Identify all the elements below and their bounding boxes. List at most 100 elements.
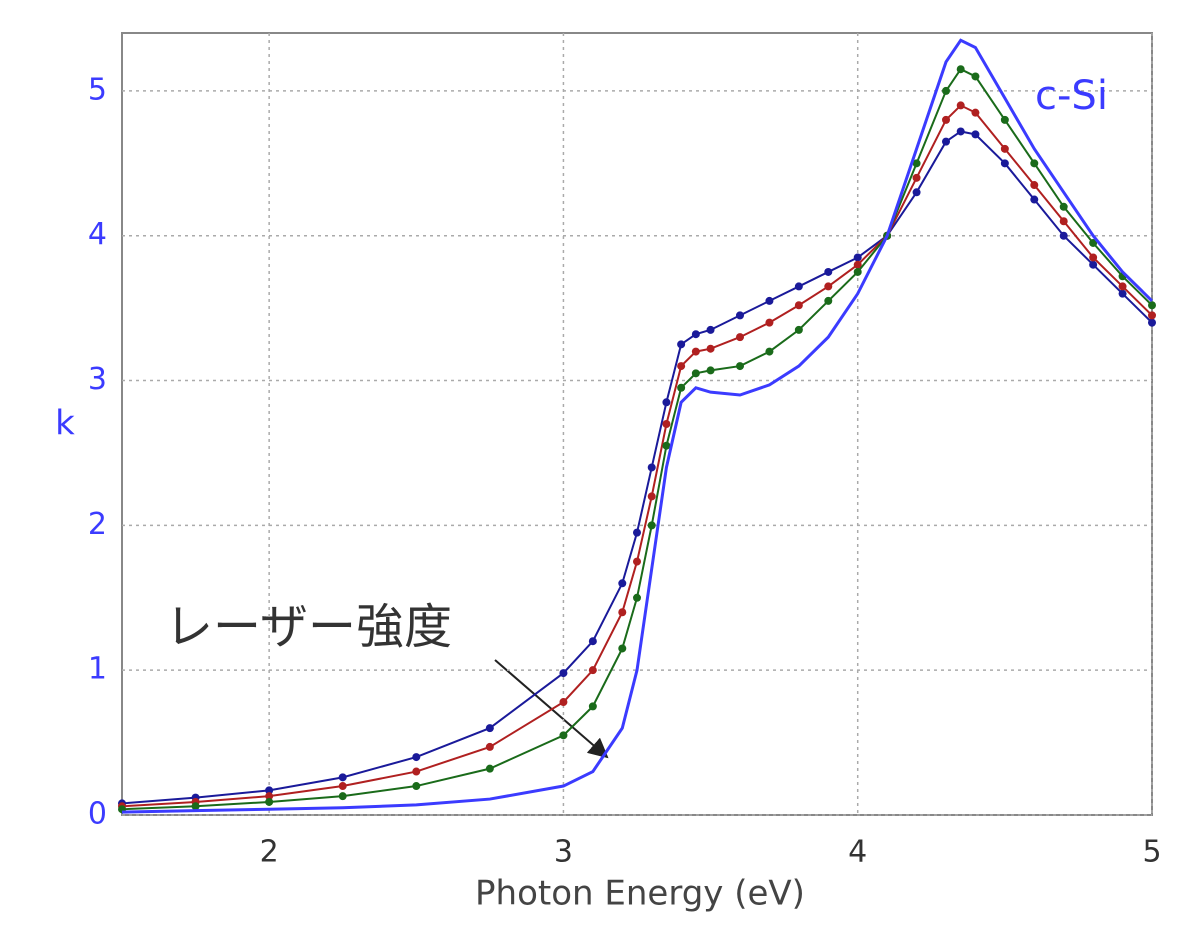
data-point	[191, 802, 200, 811]
data-point	[618, 579, 627, 588]
data-point	[412, 767, 421, 776]
data-point	[559, 698, 568, 707]
data-point	[485, 764, 494, 773]
data-point	[662, 398, 671, 407]
data-point	[765, 296, 774, 305]
data-point	[633, 593, 641, 602]
y-tick-label: 2	[88, 507, 107, 542]
data-point	[853, 253, 862, 262]
series-line	[121, 130, 1153, 805]
data-point	[956, 101, 965, 110]
data-point	[588, 702, 597, 711]
data-point	[265, 797, 274, 806]
data-point	[1059, 217, 1068, 226]
data-point	[618, 608, 627, 617]
data-point	[912, 159, 921, 168]
data-point	[706, 366, 715, 375]
data-point	[956, 65, 965, 74]
data-point	[1030, 181, 1039, 190]
data-point	[1089, 253, 1098, 262]
data-point	[736, 333, 744, 342]
data-point	[412, 782, 421, 791]
data-point	[485, 724, 494, 733]
y-tick-label: 4	[88, 217, 107, 252]
data-point	[794, 282, 803, 291]
data-point	[942, 137, 950, 146]
x-tick-label: 5	[1142, 835, 1161, 870]
data-point	[485, 742, 494, 751]
data-point	[691, 369, 700, 378]
data-point	[559, 731, 568, 740]
data-point	[1118, 289, 1127, 298]
data-point	[588, 637, 597, 646]
data-point	[956, 127, 965, 136]
series-line	[121, 38, 1154, 814]
data-point	[1000, 144, 1009, 153]
data-point	[1148, 301, 1156, 310]
data-point	[971, 72, 980, 81]
series-label: c-Si	[1035, 73, 1108, 119]
data-point	[1000, 115, 1009, 124]
data-point	[338, 792, 347, 801]
data-point	[677, 340, 686, 349]
data-point	[912, 188, 921, 197]
data-point	[765, 347, 774, 356]
data-point	[1059, 231, 1068, 240]
data-point	[853, 267, 862, 276]
data-point	[912, 173, 921, 182]
data-point	[736, 311, 744, 320]
y-axis-label: k	[55, 404, 75, 444]
data-point	[677, 362, 686, 371]
data-point	[942, 115, 950, 124]
y-tick-label: 5	[88, 72, 107, 107]
data-point	[971, 108, 980, 117]
data-point	[1030, 195, 1039, 204]
data-point	[1059, 202, 1068, 211]
x-tick-label: 2	[260, 835, 279, 870]
data-point	[794, 301, 803, 310]
data-point	[338, 782, 347, 791]
data-point	[824, 296, 833, 305]
data-point	[618, 644, 627, 653]
y-tick-label: 3	[88, 362, 107, 397]
data-point	[794, 325, 803, 334]
data-point	[706, 325, 715, 334]
y-tick-label: 1	[88, 652, 107, 687]
data-point	[633, 528, 641, 537]
data-point	[633, 557, 641, 566]
data-point	[824, 282, 833, 291]
data-point	[1000, 159, 1009, 168]
data-point	[647, 463, 656, 472]
data-point	[736, 362, 744, 371]
plot-frame	[121, 32, 1153, 816]
data-point	[647, 521, 656, 530]
data-point	[691, 330, 700, 339]
data-point	[677, 383, 686, 392]
x-tick-label: 4	[848, 835, 867, 870]
data-point	[691, 347, 700, 356]
data-point	[1030, 159, 1039, 168]
data-point	[588, 666, 597, 675]
data-point	[971, 130, 980, 139]
data-point	[559, 669, 568, 678]
data-point	[1089, 238, 1098, 247]
data-point	[647, 492, 656, 501]
y-tick-label: 0	[88, 797, 107, 832]
data-point	[265, 786, 274, 795]
data-point	[662, 420, 671, 428]
data-point	[1089, 260, 1098, 269]
data-point	[1118, 282, 1127, 291]
x-tick-label: 3	[554, 835, 573, 870]
data-point	[765, 318, 774, 327]
data-point	[1148, 318, 1156, 327]
data-point	[662, 441, 671, 450]
data-point	[706, 344, 715, 353]
x-axis-label: Photon Energy (eV)	[475, 874, 805, 914]
data-point	[412, 753, 421, 762]
data-point	[265, 792, 274, 801]
series-line	[121, 67, 1153, 811]
data-point	[824, 267, 833, 276]
series-line	[121, 104, 1153, 808]
data-point	[338, 773, 347, 782]
